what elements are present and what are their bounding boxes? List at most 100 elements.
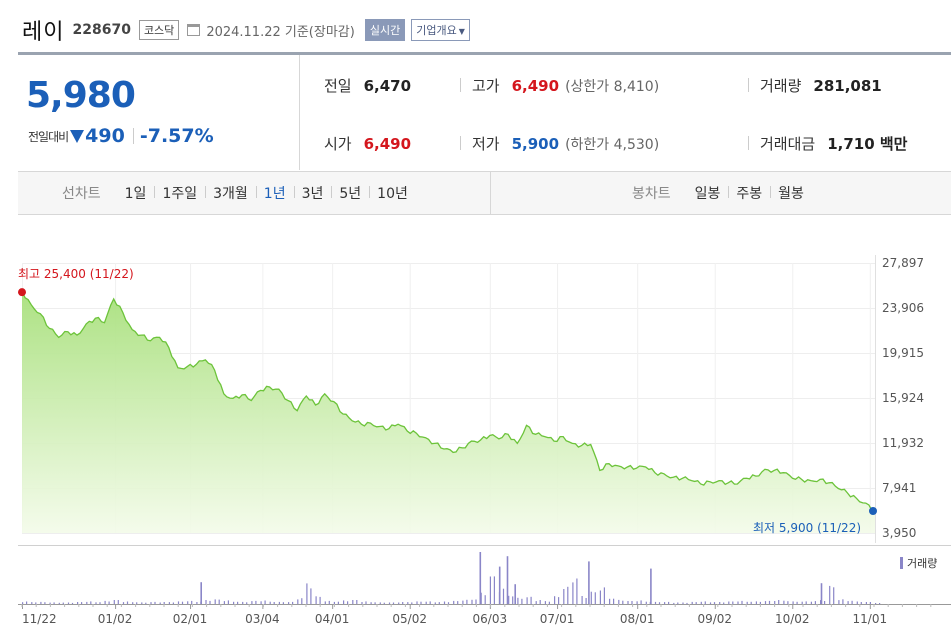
volume-bar — [792, 601, 794, 604]
volume-bar — [590, 591, 592, 604]
volume-bar — [650, 568, 652, 604]
volume-bar — [631, 601, 633, 604]
volume-legend: 거래량 — [900, 555, 937, 571]
volume-bar — [820, 600, 822, 604]
volume-bar — [163, 602, 165, 604]
period-3y[interactable]: 3년 — [293, 183, 332, 203]
stats-panel: 전일 6,470 고가 6,490 (상한가 8,410) 거래량 281,08… — [300, 55, 951, 170]
period-3m[interactable]: 3개월 — [205, 183, 256, 203]
candle-daily[interactable]: 일봉 — [694, 186, 721, 202]
volume-bar — [588, 561, 590, 604]
volume-bar — [356, 600, 358, 604]
volume-bar — [95, 602, 97, 604]
stock-code: 228670 — [72, 22, 131, 38]
price-area — [22, 291, 875, 533]
x-tick-label: 08/01 — [620, 612, 655, 626]
volume-bar — [370, 602, 372, 604]
volume-bar — [108, 601, 110, 604]
volume-bar — [613, 598, 615, 604]
volume-bar — [530, 596, 532, 604]
volume-bar — [774, 601, 776, 604]
volume-bar — [506, 556, 509, 604]
volume-bar — [352, 600, 354, 604]
volume-bar — [695, 602, 697, 604]
volume-bar — [328, 600, 330, 604]
period-10y[interactable]: 10년 — [369, 183, 416, 203]
volume-bar — [554, 596, 556, 604]
y-tick-label: 11,932 — [882, 436, 924, 450]
volume-bar — [668, 601, 670, 604]
volume-bar — [713, 602, 716, 604]
candle-monthly[interactable]: 월봉 — [770, 183, 812, 203]
low-annotation: 최저 5,900 (11/22) — [753, 521, 861, 535]
volume-bar — [233, 601, 235, 604]
volume-bar — [58, 602, 60, 604]
volume-bar — [278, 601, 280, 604]
volume-bar — [77, 602, 79, 604]
volume-bar — [741, 600, 743, 604]
volume-bar — [750, 601, 752, 604]
volume-bar — [443, 601, 446, 604]
volume-bar — [700, 601, 702, 604]
volume-bar — [493, 576, 495, 604]
volume-bar — [801, 601, 803, 604]
stat-label: 저가 — [472, 135, 500, 153]
volume-bar — [392, 602, 395, 604]
divider — [748, 78, 749, 92]
company-info-button[interactable]: 기업개요 ▼ — [411, 19, 470, 41]
volume-bar — [627, 601, 629, 604]
volume-bar — [306, 583, 308, 604]
volume-bar — [113, 600, 115, 604]
calendar-icon — [187, 24, 201, 36]
period-divider — [490, 172, 491, 214]
volume-bar — [319, 596, 321, 604]
stat-value: 5,900 — [511, 135, 560, 153]
market-badge: 코스닥 — [138, 20, 180, 40]
volume-bar — [581, 596, 583, 604]
realtime-button[interactable]: 실시간 — [364, 19, 406, 41]
volume-bar — [567, 586, 569, 604]
volume-bar — [664, 602, 666, 604]
period-1d[interactable]: 1일 — [124, 186, 147, 202]
volume-bar — [860, 602, 862, 604]
change-row: 전일대비 490 -7.57% — [28, 125, 214, 147]
volume-bar — [67, 602, 70, 604]
separator — [132, 128, 134, 144]
volume-bar — [457, 601, 459, 604]
volume-bar — [755, 601, 757, 604]
volume-bar — [732, 601, 734, 604]
volume-bar — [466, 599, 468, 604]
volume-bar — [842, 599, 844, 604]
divider — [748, 136, 749, 150]
stat-value: 6,470 — [363, 77, 412, 95]
volume-bar — [640, 600, 642, 604]
volume-bar — [514, 584, 516, 604]
volume-bar — [141, 602, 143, 604]
volume-bar — [636, 601, 638, 604]
title-row: 레이 228670 코스닥 2024.11.22 기준(장마감) 실시간 기업개… — [22, 12, 470, 48]
x-tick-label: 06/03 — [473, 612, 508, 626]
volume-bar — [704, 601, 706, 604]
volume-bar — [411, 602, 413, 604]
period-1y[interactable]: 1년 — [255, 183, 294, 203]
price-summary: 5,980 전일대비 490 -7.57% — [18, 55, 300, 170]
volume-bar — [599, 590, 601, 604]
current-price: 5,980 — [26, 75, 136, 116]
volume-bar — [53, 602, 55, 604]
volume-bar — [150, 602, 152, 604]
period-1w[interactable]: 1주일 — [154, 183, 205, 203]
period-5y[interactable]: 5년 — [331, 183, 369, 203]
volume-bar — [159, 602, 161, 604]
volume-bar — [517, 597, 519, 604]
volume-bar — [475, 599, 477, 604]
x-tick-label: 10/02 — [775, 612, 810, 626]
volume-bar — [117, 600, 119, 604]
volume-bar — [447, 602, 450, 604]
volume-bar — [480, 592, 482, 604]
x-tick-label: 09/02 — [697, 612, 732, 626]
volume-bar — [535, 601, 537, 604]
volume-bar — [810, 601, 812, 604]
candle-weekly[interactable]: 주봉 — [728, 183, 770, 203]
volume-bar — [44, 602, 46, 604]
volume-bar — [875, 603, 877, 604]
